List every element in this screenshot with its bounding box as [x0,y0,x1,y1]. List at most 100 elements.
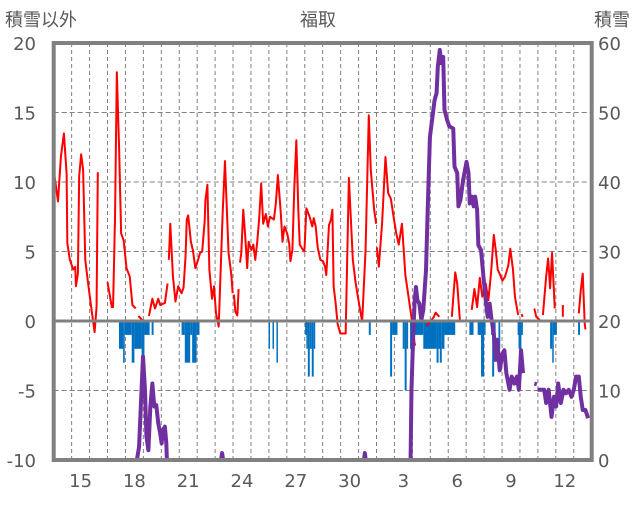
bar [444,321,456,335]
right-tick-label: 0 [598,451,609,472]
red-line-segment [167,160,234,328]
bar [311,321,314,377]
bar [438,321,441,349]
right-tick-label: 10 [598,382,621,403]
bar [196,321,200,335]
red-line-segment [375,155,416,346]
bar [144,321,150,335]
red-line-segment [137,315,144,321]
x-tick-label: 9 [505,471,516,492]
bar [436,321,439,363]
left-tick-label: 15 [13,104,36,125]
x-tick-label: 12 [553,471,576,492]
left-tick-label: 10 [13,173,36,194]
bar [518,321,522,349]
bar [118,321,124,349]
red-line-segment [147,283,169,317]
bar [469,321,474,335]
red-line-segment [541,251,556,316]
x-tick-label: 30 [338,471,361,492]
bar [550,321,553,349]
left-tick-label: -10 [7,451,36,472]
x-tick-label: 15 [69,471,92,492]
red-line-segment [53,132,99,334]
right-axis-title: 積雪 [594,10,630,31]
right-tick-label: 20 [598,312,621,333]
bar [390,321,393,377]
snow-depth-series [53,47,591,462]
left-tick-label: -5 [18,382,36,403]
bar [306,321,308,349]
left-tick-label: 20 [13,34,36,55]
bar [481,321,485,377]
bar [402,321,405,349]
snow-depth-segment [533,381,538,387]
x-tick-label: 3 [398,471,409,492]
bar [309,321,312,349]
bar [307,321,310,377]
bar [517,321,520,335]
bar [313,321,316,349]
left-tick-label: 5 [25,243,36,264]
bar [477,321,482,335]
bar [131,321,135,363]
bar [439,321,442,363]
left-axis-ticks: 20 15 10 5 0 -5 -10 [7,34,36,472]
bar [181,321,185,335]
bar [276,321,278,363]
x-tick-label: 18 [123,471,146,492]
red-line-segment [577,272,587,330]
bar [272,321,274,349]
right-tick-label: 50 [598,104,621,125]
bar [404,321,407,391]
left-tick-label: 0 [25,312,36,333]
red-line-segment [232,288,240,317]
bar [192,321,197,363]
bar [578,321,581,335]
bar [134,321,142,349]
red-line-segment [470,233,520,316]
bar [124,321,132,335]
red-line-segment [450,271,461,321]
bar [392,321,398,335]
bar [151,321,154,335]
x-tick-label: 24 [231,471,254,492]
bar [484,321,486,335]
snow-depth-segment [537,374,591,419]
bar [552,321,554,363]
red-line-segment [106,71,137,310]
plot-border [51,41,594,462]
x-axis-ticks: 15 18 21 24 27 30 3 6 9 12 [69,471,576,492]
left-axis-title: 積雪以外 [5,10,77,31]
bar [553,321,557,335]
bar [305,321,307,335]
bar [268,321,271,349]
right-axis-ticks: 60 50 40 30 20 10 0 [598,34,621,472]
bar [368,321,371,335]
red-line-segment [520,313,524,318]
snow-depth-segment [105,47,526,462]
bar [406,321,409,349]
right-tick-label: 30 [598,243,621,264]
chart-title: 福取 [300,10,336,31]
bar [521,321,523,335]
bar [190,321,193,335]
red-line-series [53,71,587,346]
bar [141,321,145,363]
x-tick-label: 27 [284,471,307,492]
red-line-segment [239,114,378,335]
right-tick-label: 60 [598,34,621,55]
bar [123,321,125,363]
x-tick-label: 6 [451,471,462,492]
right-tick-label: 40 [598,173,621,194]
bar [184,321,191,363]
bar [414,321,424,335]
bar [498,321,501,349]
bar [423,321,437,349]
red-line-segment [533,308,541,321]
bar [441,321,445,349]
plot-frame [51,41,594,462]
x-tick-label: 21 [177,471,200,492]
red-line-segment [425,311,441,327]
